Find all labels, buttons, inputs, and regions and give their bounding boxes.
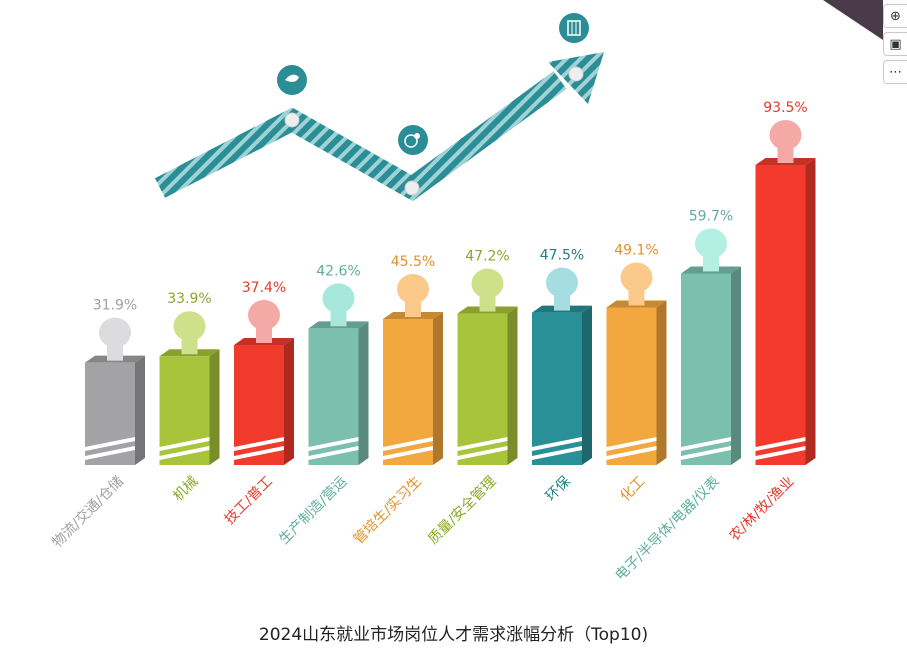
bar-stripe: [532, 446, 582, 460]
bar-stripe: [681, 446, 731, 460]
chart-title: 2024山东就业市场岗位人才需求涨幅分析（Top10): [258, 625, 649, 645]
bar-stripe: [234, 446, 284, 460]
value-label: 45.5%: [391, 254, 435, 270]
value-label: 37.4%: [242, 280, 286, 296]
category-label: 生产制造/营运: [276, 474, 350, 548]
value-label: 59.7%: [689, 208, 733, 224]
trend-arrow-body: [154, 71, 567, 202]
bar-knob: [248, 300, 280, 330]
category-label: 机械: [170, 474, 201, 505]
globe-pin-icon: [398, 125, 428, 155]
arrow-node-dot: [404, 180, 420, 196]
bar-side: [284, 338, 294, 465]
bar-side: [135, 355, 145, 465]
corner-decoration: [823, 0, 883, 40]
category-label: 管培生/实习生: [351, 474, 425, 548]
value-label: 49.1%: [614, 242, 658, 258]
bar-side: [656, 300, 667, 465]
bar-side: [582, 305, 592, 465]
category-label: 农/林/牧/渔业: [727, 474, 798, 545]
bar-knob: [546, 267, 578, 298]
trend-arrow: [154, 13, 604, 202]
bar-stripe: [383, 446, 433, 460]
arrow-node-dot: [568, 66, 584, 82]
bar-stripe: [606, 446, 657, 460]
bar-side: [358, 321, 369, 465]
bar-stripe: [234, 437, 284, 451]
bar-knob: [695, 228, 727, 259]
building-icon: [559, 13, 589, 43]
category-label: 环保: [543, 474, 574, 505]
bar-stripe: [308, 437, 359, 451]
value-label: 33.9%: [167, 291, 211, 307]
value-label: 31.9%: [93, 298, 137, 314]
bar-7: 47.5% 环保: [532, 248, 592, 505]
pin-shape: [414, 133, 420, 139]
building-shape: [567, 20, 581, 36]
bar-3: 37.4% 技工/普工: [222, 280, 294, 528]
bar-10: 93.5% 农/林/牧/渔业: [727, 100, 816, 544]
category-label: 技工/普工: [222, 474, 276, 528]
category-label: 质量/安全管理: [425, 473, 500, 548]
bar-stripe: [755, 437, 806, 451]
bar-knob: [769, 120, 802, 150]
value-label: 93.5%: [763, 100, 807, 116]
zoom-in-icon[interactable]: ⊕: [883, 4, 907, 28]
more-icon[interactable]: ⋯: [883, 60, 907, 84]
bar-stripe: [532, 437, 582, 451]
bird-shape: [285, 74, 299, 82]
image-search-icon[interactable]: ▣: [883, 32, 907, 56]
bar-stripe: [159, 446, 210, 460]
bar: [681, 273, 731, 465]
bar-2: 33.9% 机械: [159, 291, 220, 505]
bar-stripe: [606, 437, 657, 451]
bar-1: 31.9% 物流/交通/仓储: [49, 298, 145, 551]
bar-stripe: [85, 437, 135, 451]
bird-icon: [277, 65, 307, 95]
bar-stripe: [457, 446, 508, 460]
bar-knob: [620, 262, 653, 293]
bar-stripe: [457, 437, 508, 451]
category-label: 物流/交通/仓储: [49, 473, 127, 551]
bar-knob: [397, 274, 429, 305]
bar-side: [507, 306, 518, 465]
bar-8: 49.1% 化工: [606, 242, 667, 505]
bar-knob: [173, 311, 206, 342]
value-label: 47.5%: [540, 248, 584, 264]
bar-stripe: [383, 437, 433, 451]
bar-stripe: [159, 437, 210, 451]
value-label: 47.2%: [465, 249, 509, 265]
bar-stripe: [85, 446, 135, 460]
globe-shape: [404, 134, 418, 148]
bar-side: [805, 158, 816, 465]
bar-stripe: [308, 446, 359, 460]
bar-knob: [99, 317, 131, 348]
icon-circle: [559, 13, 589, 43]
bar-side: [731, 266, 741, 465]
arrow-node-dot: [284, 112, 300, 128]
category-label: 化工: [617, 474, 648, 505]
bar-stripe: [681, 437, 731, 451]
value-label: 42.6%: [316, 263, 360, 279]
bar-side: [209, 349, 220, 465]
bar-knob: [471, 268, 504, 299]
bar: [755, 165, 806, 465]
icon-circle: [398, 125, 428, 155]
side-toolbar: ⊕ ▣ ⋯: [883, 0, 907, 84]
bar-side: [433, 312, 443, 465]
bar-stripe: [755, 446, 806, 460]
bar-knob: [322, 283, 355, 314]
